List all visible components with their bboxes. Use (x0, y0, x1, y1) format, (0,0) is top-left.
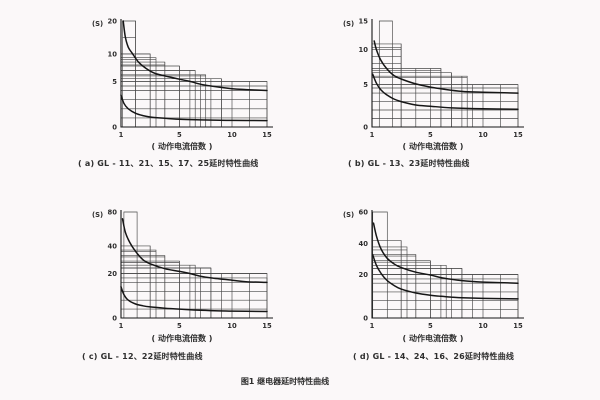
chart-c-x-axis-label: ( 动作电流倍数 ) (151, 334, 213, 343)
chart-b-caption: ( b) GL - 13、23延时特性曲线 (348, 159, 470, 168)
chart-d-caption: ( d) GL - 14、24、16、26延时特性曲线 (353, 352, 515, 361)
x-tick-label: 5 (177, 322, 182, 330)
tolerance-grid (120, 20, 268, 127)
y-tick-label: 5 (363, 81, 368, 89)
chart-c-caption: ( c) GL - 12、22延时特性曲线 (82, 352, 203, 361)
x-tick-label: 10 (478, 322, 488, 330)
curve-lower-limit (120, 94, 268, 122)
x-tick-label: 1 (370, 131, 375, 139)
y-tick-label: 80 (108, 208, 118, 216)
figure-caption: 图1 继电器延时特性曲线 (240, 377, 330, 386)
x-tick-label: 15 (262, 131, 272, 139)
chart-c: 0 20 40 80 1 5 10 15 (S) (87, 202, 277, 334)
axes (371, 19, 524, 128)
y-unit-label: (S) (343, 211, 354, 219)
y-tick-label: 15 (359, 17, 369, 25)
y-unit-label: (S) (92, 20, 103, 28)
chart-a: 0 5 10 20 1 5 10 15 (S) (87, 11, 277, 143)
x-tick-label: 1 (119, 131, 124, 139)
chart-b-x-axis-label: ( 动作电流倍数 ) (402, 142, 464, 151)
curve-upper-limit (373, 40, 519, 94)
y-tick-label: 5 (112, 78, 117, 86)
tolerance-grid (371, 211, 519, 318)
y-tick-label: 20 (108, 17, 118, 25)
chart-a-caption: ( a) GL - 11、21、15、17、25延时特性曲线 (78, 159, 259, 168)
y-tick-label: 40 (359, 240, 369, 248)
x-tick-label: 5 (428, 131, 433, 139)
chart-d: 0 20 40 60 1 5 10 15 (S) (338, 202, 528, 334)
y-tick-label: 0 (112, 123, 117, 131)
x-tick-label: 10 (227, 322, 237, 330)
y-tick-label: 60 (359, 208, 369, 216)
chart-d-x-axis-label: ( 动作电流倍数 ) (402, 334, 464, 343)
tolerance-grid (120, 211, 268, 318)
y-unit-label: (S) (92, 211, 103, 219)
y-tick-label: 0 (363, 123, 368, 131)
axes (120, 210, 273, 319)
y-tick-label: 10 (359, 46, 369, 54)
x-tick-label: 15 (513, 322, 523, 330)
axes (371, 210, 524, 319)
chart-b: 0 5 10 15 1 5 10 15 (S) (338, 11, 528, 143)
y-tick-label: 20 (108, 270, 118, 278)
y-tick-label: 40 (108, 242, 118, 250)
x-tick-label: 1 (119, 322, 124, 330)
curve-upper-limit (121, 218, 268, 284)
tolerance-grid (371, 20, 519, 127)
y-tick-label: 10 (108, 50, 118, 58)
x-tick-label: 15 (262, 322, 272, 330)
chart-a-x-axis-label: ( 动作电流倍数 ) (151, 142, 213, 151)
x-tick-label: 10 (478, 131, 488, 139)
y-tick-label: 20 (359, 271, 369, 279)
x-tick-label: 5 (177, 131, 182, 139)
x-tick-label: 10 (227, 131, 237, 139)
y-unit-label: (S) (343, 20, 354, 28)
x-tick-label: 5 (428, 322, 433, 330)
x-tick-label: 15 (513, 131, 523, 139)
curve-upper-limit (122, 20, 268, 92)
x-tick-label: 1 (370, 322, 375, 330)
curve-lower-limit (371, 73, 519, 110)
curve-upper-limit (372, 222, 519, 284)
axes (120, 19, 273, 128)
curve-lower-limit (371, 253, 519, 300)
y-tick-label: 0 (112, 314, 117, 322)
y-tick-label: 0 (363, 314, 368, 322)
curve-lower-limit (120, 286, 268, 313)
